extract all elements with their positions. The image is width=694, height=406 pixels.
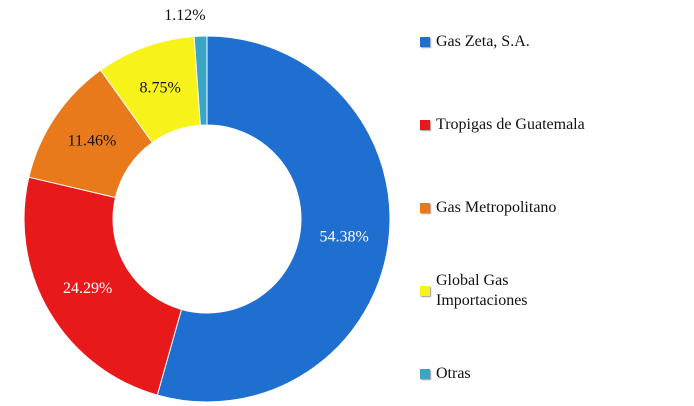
legend-swatch <box>420 203 430 213</box>
data-label: 8.75% <box>139 79 180 96</box>
legend-swatch <box>420 286 430 296</box>
legend-label: Otras <box>436 365 471 382</box>
slice <box>23 176 183 396</box>
legend-label: Gas Zeta, S.A. <box>436 33 530 50</box>
legend-swatch <box>420 369 430 379</box>
legend-item: Gas Zeta, S.A. <box>420 14 596 70</box>
legend-label: Gas Metropolitano <box>436 199 557 216</box>
data-label: 11.46% <box>68 133 117 150</box>
slice <box>156 35 391 403</box>
plot: 54.38% 24.29% 11.46% 8.75% 1.12% <box>23 7 391 403</box>
legend-item: Tropigas de Guatemala <box>420 97 596 153</box>
legend-swatch <box>420 37 430 47</box>
legend-item: Otras <box>420 346 596 402</box>
legend-label: Global Gas Importaciones <box>436 272 528 309</box>
data-label: 1.12% <box>164 7 205 24</box>
legend-item: Global Gas Importaciones <box>420 263 596 319</box>
legend-swatch <box>420 120 430 130</box>
legend-label: Tropigas de Guatemala <box>436 116 585 133</box>
data-label: 54.38% <box>320 229 369 246</box>
legend-item: Gas Metropolitano <box>420 180 596 236</box>
data-label: 24.29% <box>63 280 112 297</box>
slice <box>193 35 208 126</box>
